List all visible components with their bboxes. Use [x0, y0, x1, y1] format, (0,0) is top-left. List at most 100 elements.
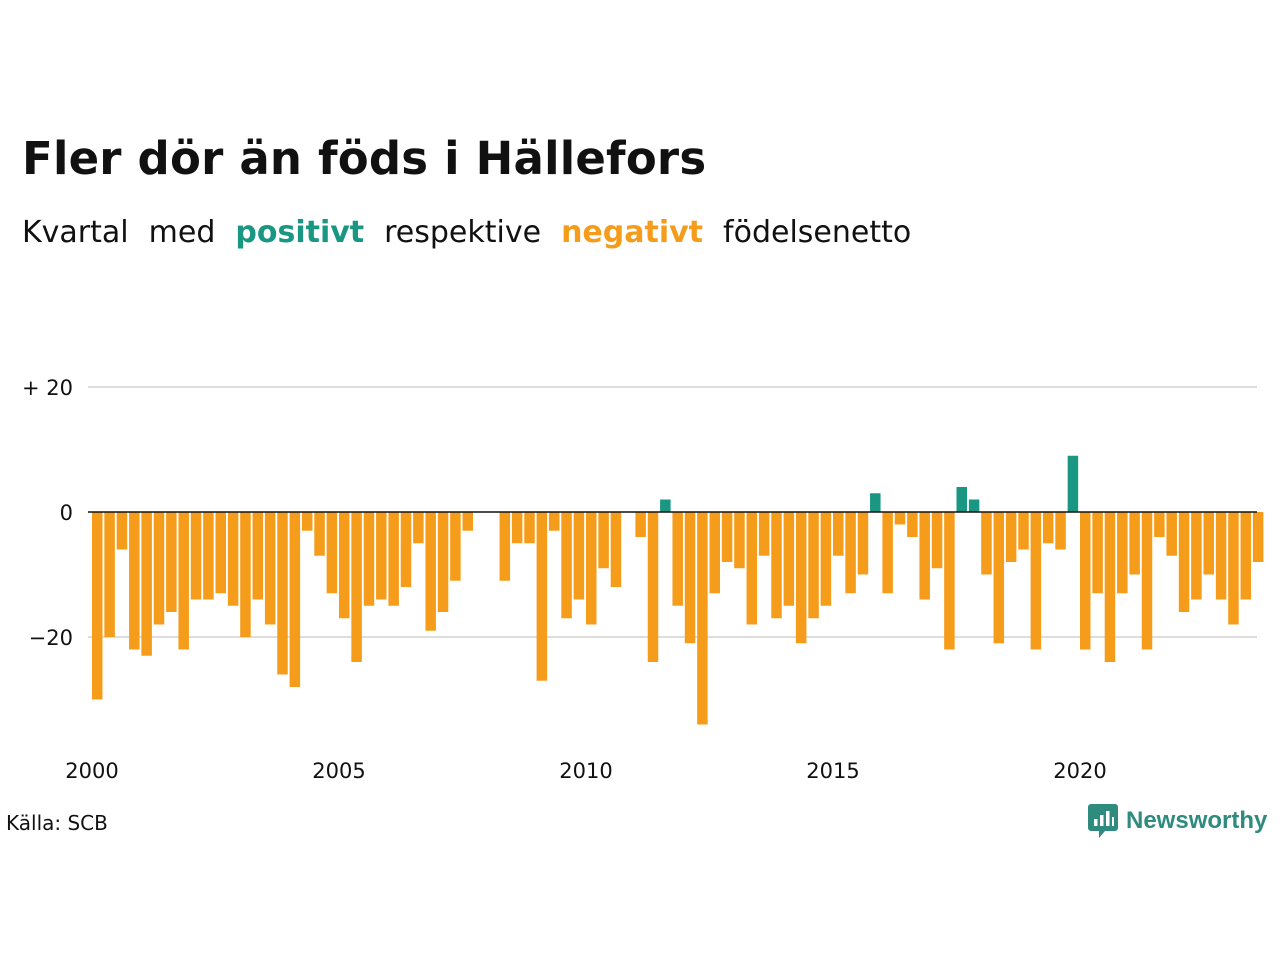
bar [956, 487, 967, 512]
source-note: Källa: SCB [6, 811, 108, 835]
bar [141, 512, 152, 656]
bar [289, 512, 301, 687]
y-tick-label: + 20 [22, 376, 73, 400]
bar [524, 512, 535, 544]
bar [882, 512, 893, 594]
bar [561, 512, 572, 619]
bar [845, 512, 856, 594]
bar [709, 512, 720, 594]
bars [92, 455, 1264, 725]
bar [1228, 512, 1239, 625]
x-tick-label: 2010 [559, 759, 612, 783]
bar [548, 512, 560, 531]
bar [1092, 512, 1103, 594]
bar [314, 512, 325, 556]
x-tick-label: 2020 [1053, 759, 1106, 783]
subtitle-positive-label: positivt [235, 215, 365, 250]
bar [894, 512, 906, 525]
bar [413, 512, 424, 544]
bar [1191, 512, 1202, 600]
bar [1129, 512, 1140, 575]
bar [252, 512, 264, 600]
bar [104, 512, 115, 637]
bar [1166, 512, 1177, 556]
bar [326, 512, 338, 594]
bar [400, 512, 412, 587]
bar [944, 512, 955, 650]
bar [301, 512, 313, 531]
bar [1080, 512, 1091, 650]
bar [376, 512, 387, 600]
bar [499, 512, 511, 581]
bar [129, 512, 140, 650]
chart-subtitle: Kvartal med positivt respektive negativt föde… [22, 215, 931, 250]
bar [721, 512, 733, 562]
bar [190, 512, 202, 600]
chart-title: Fler dör än föds i Hällefors [22, 132, 707, 185]
bar [462, 512, 473, 531]
bar [598, 512, 609, 569]
bar [116, 512, 128, 550]
bar [264, 512, 276, 625]
bar [536, 512, 548, 681]
bar [931, 512, 943, 569]
bar [437, 512, 449, 612]
bar [215, 512, 226, 594]
bar [1117, 512, 1128, 594]
bar [586, 512, 597, 625]
bar [647, 512, 659, 662]
bar [1030, 512, 1042, 650]
bar [153, 512, 165, 625]
bar [610, 512, 622, 587]
bar [919, 512, 930, 600]
bar [1067, 455, 1079, 512]
bar [783, 512, 795, 606]
bar [907, 512, 918, 537]
bar [92, 512, 103, 700]
bar [734, 512, 745, 569]
bar [660, 499, 671, 512]
bar [758, 512, 770, 556]
bar [820, 512, 832, 606]
bar [1055, 512, 1066, 550]
subtitle-word-respektive: respektive [384, 215, 542, 250]
bar [993, 512, 1005, 644]
y-tick-label: 0 [60, 501, 73, 525]
bar-chart-speech-bubble-icon [1088, 804, 1118, 838]
bar [857, 512, 869, 575]
bar [573, 512, 585, 600]
bar [203, 512, 214, 600]
subtitle-word-fodelsenetto: födelsenetto [723, 215, 912, 250]
y-tick-label: −20 [29, 626, 73, 650]
subtitle-word-med: med [148, 215, 216, 250]
bar [870, 493, 881, 512]
y-axis-labels: + 20 0 −20 [22, 376, 73, 650]
bar [1042, 512, 1054, 544]
bar [1240, 512, 1252, 600]
subtitle-word-kvartal: Kvartal [22, 215, 129, 250]
bar [808, 512, 819, 619]
bar [240, 512, 251, 637]
bar [1154, 512, 1165, 537]
bar [363, 512, 375, 606]
bar [968, 499, 980, 512]
bar [450, 512, 461, 581]
bar [1215, 512, 1227, 600]
bar [339, 512, 350, 619]
bar [771, 512, 782, 619]
bar [178, 512, 189, 650]
bar [1252, 512, 1264, 562]
bar [227, 512, 239, 606]
newsworthy-logo: Newsworthy [1088, 804, 1267, 838]
bar [684, 512, 696, 644]
bar [1018, 512, 1029, 550]
bar [1203, 512, 1214, 575]
x-tick-label: 2000 [65, 759, 118, 783]
x-axis-labels: 2000 2005 2010 2015 2020 [65, 759, 1106, 783]
logo-text: Newsworthy [1126, 807, 1268, 834]
bar [795, 512, 807, 644]
bar [511, 512, 523, 544]
bar [351, 512, 362, 662]
bar [388, 512, 399, 606]
subtitle-negative-label: negativt [561, 215, 704, 250]
